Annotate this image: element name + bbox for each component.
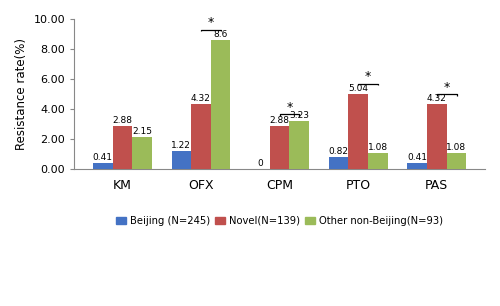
Text: *: * — [286, 101, 292, 114]
Text: *: * — [208, 16, 214, 29]
Text: 2.88: 2.88 — [112, 116, 132, 125]
Bar — [93, 163, 112, 169]
Text: 3.23: 3.23 — [290, 111, 310, 120]
Text: 5.04: 5.04 — [348, 84, 368, 93]
Text: *: * — [365, 70, 371, 83]
Bar — [112, 126, 132, 169]
Bar — [290, 121, 309, 169]
Bar — [211, 40, 231, 169]
Bar — [191, 104, 211, 169]
Text: 1.22: 1.22 — [172, 141, 192, 150]
Text: 1.08: 1.08 — [446, 143, 466, 152]
Bar — [270, 126, 289, 169]
Bar — [427, 104, 446, 169]
Bar — [328, 157, 348, 169]
Bar — [368, 153, 388, 169]
Text: 8.6: 8.6 — [214, 30, 228, 39]
Text: *: * — [444, 80, 450, 94]
Text: 2.15: 2.15 — [132, 127, 152, 136]
Text: 1.08: 1.08 — [368, 143, 388, 152]
Text: 0.41: 0.41 — [407, 153, 427, 162]
Legend: Beijing (N=245), Novel(N=139), Other non-Beijing(N=93): Beijing (N=245), Novel(N=139), Other non… — [112, 212, 447, 230]
Y-axis label: Resistance rate(%): Resistance rate(%) — [15, 38, 28, 150]
Bar — [446, 153, 466, 169]
Text: 4.32: 4.32 — [427, 95, 447, 103]
Text: 2.88: 2.88 — [270, 116, 289, 125]
Bar — [132, 137, 152, 169]
Text: 0.82: 0.82 — [328, 147, 348, 156]
Bar — [348, 94, 368, 169]
Text: 0: 0 — [257, 159, 263, 168]
Text: 0.41: 0.41 — [92, 153, 112, 162]
Text: 4.32: 4.32 — [191, 95, 211, 103]
Bar — [172, 151, 191, 169]
Bar — [408, 163, 427, 169]
